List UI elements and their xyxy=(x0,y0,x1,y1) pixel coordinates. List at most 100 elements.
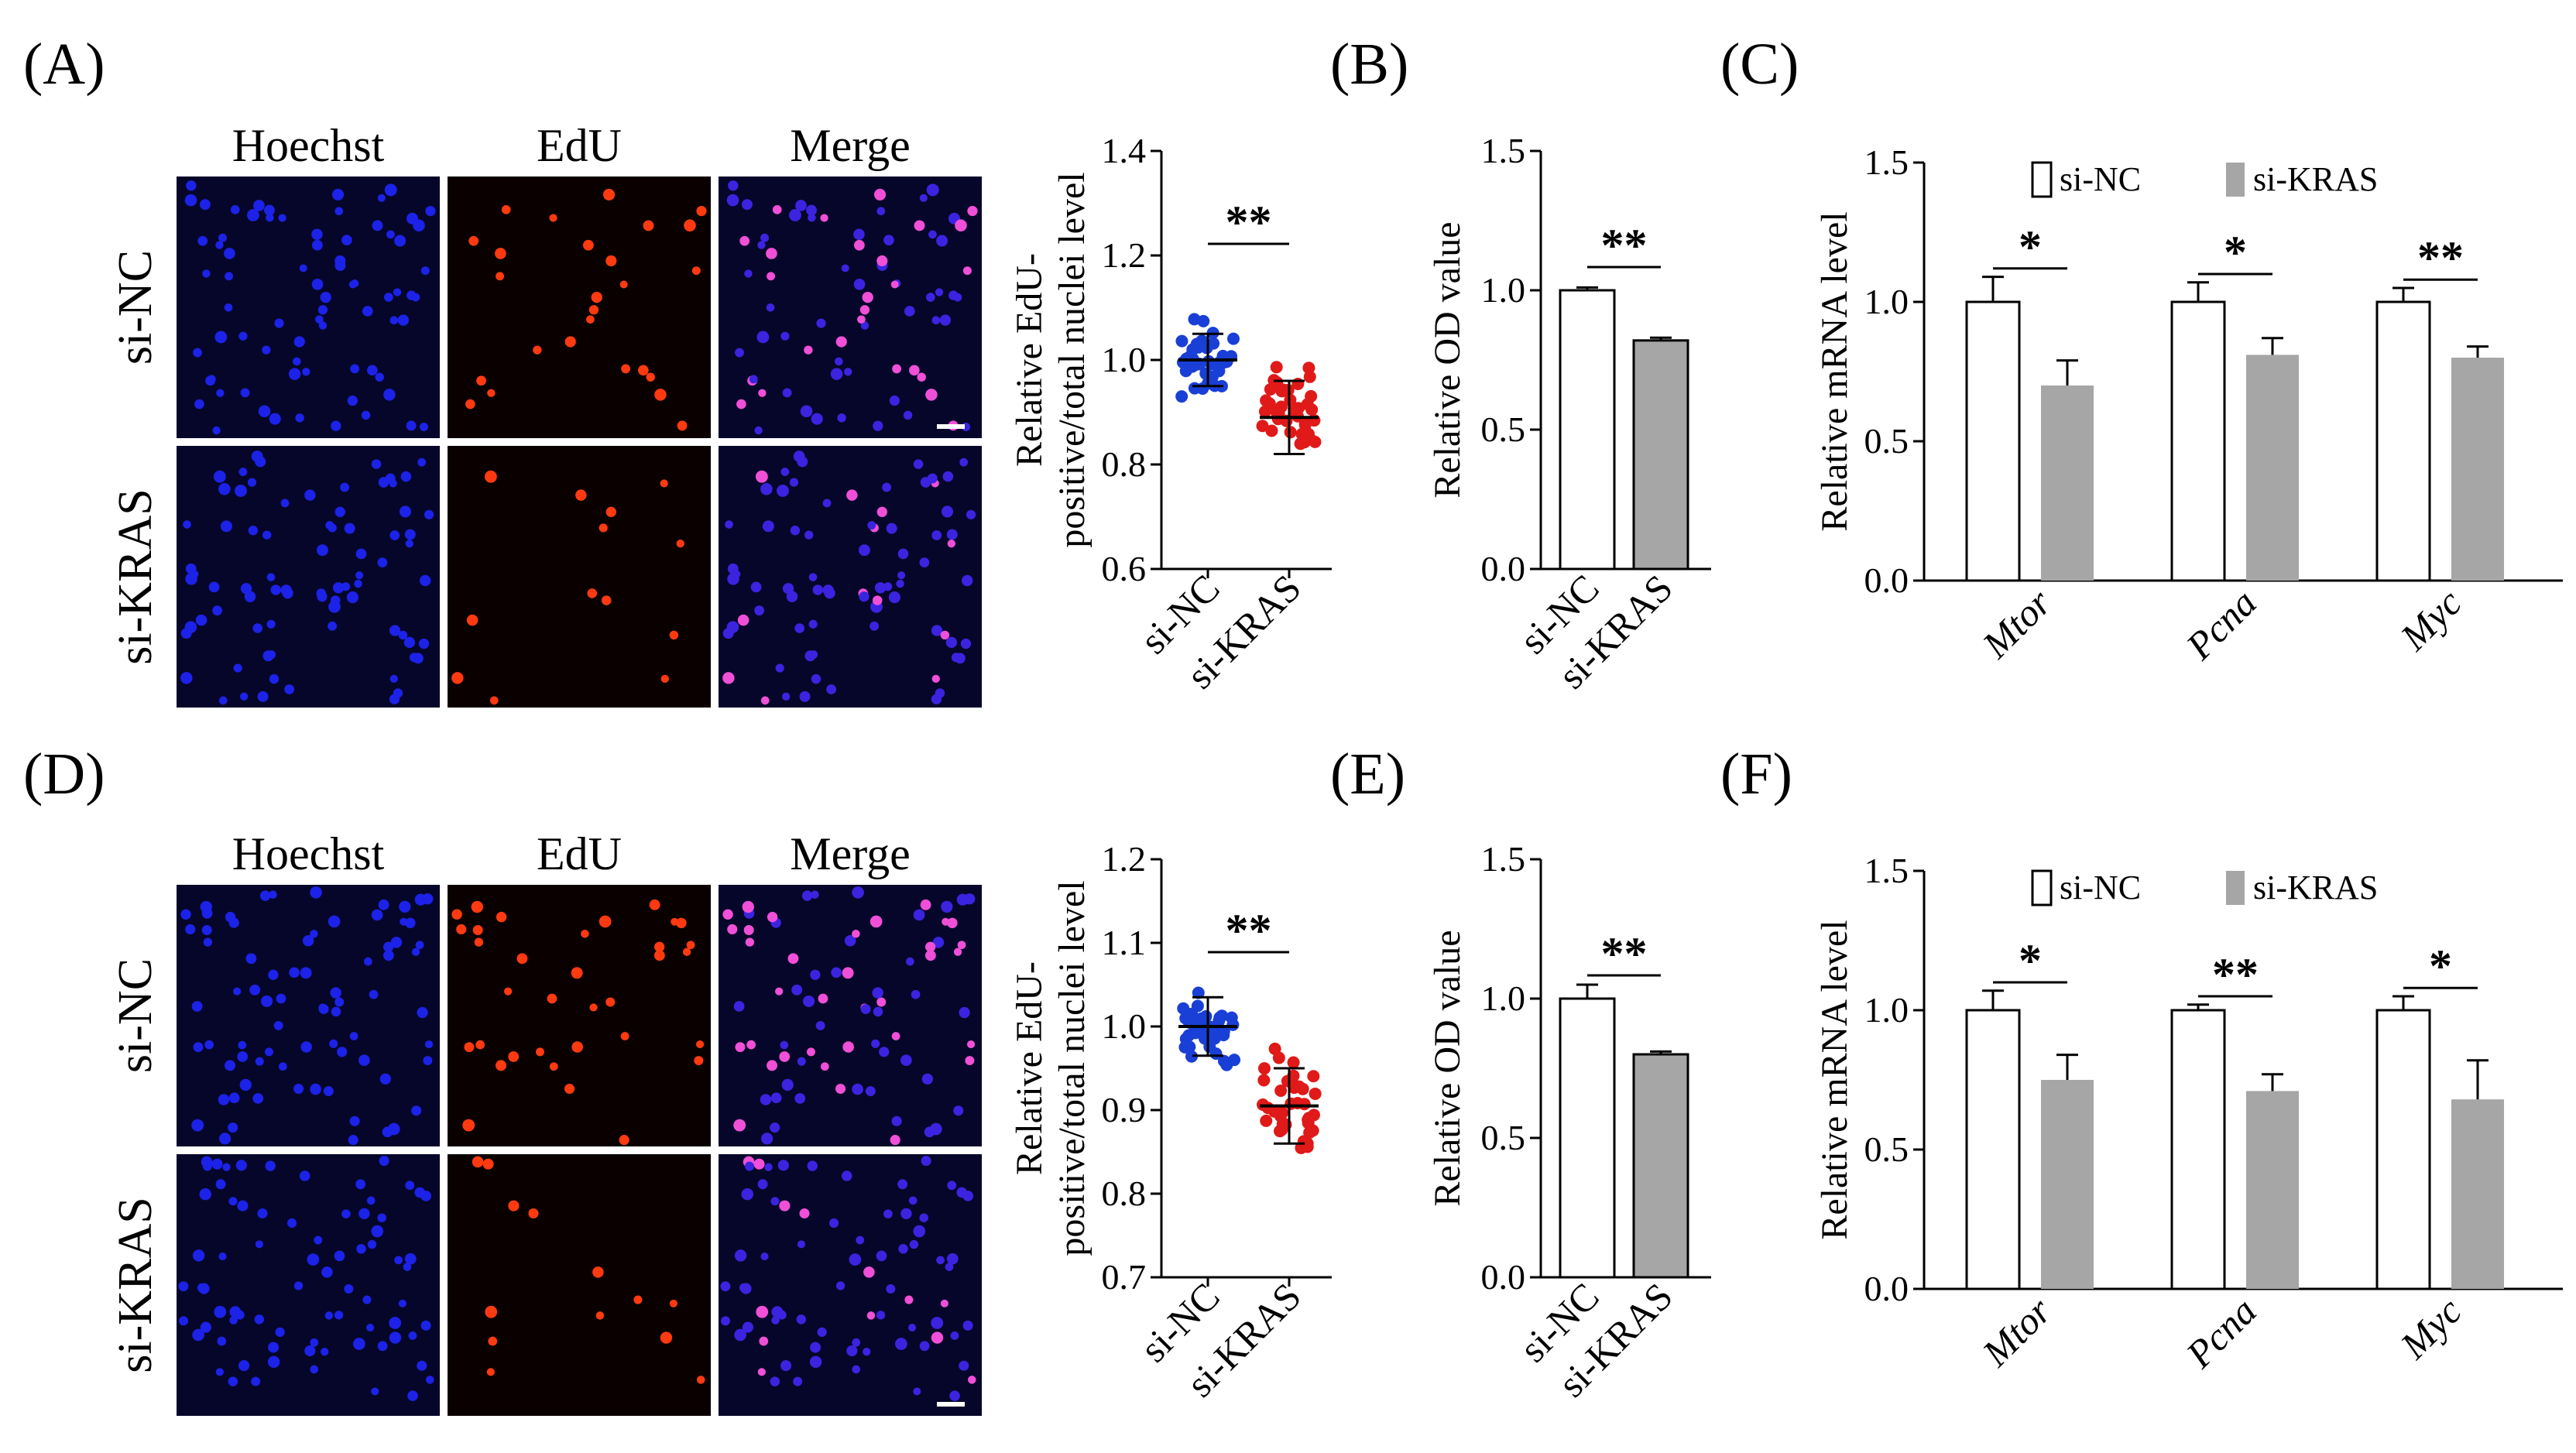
scatter-point-si-kras xyxy=(1275,1123,1288,1136)
nucleus-merge xyxy=(725,520,733,529)
y-tick-label: 0.0 xyxy=(1864,1269,1909,1308)
nucleus-blue xyxy=(233,987,242,996)
nucleus-blue xyxy=(366,1196,376,1205)
nucleus-merge xyxy=(948,290,959,300)
nucleus-blue xyxy=(400,471,412,482)
scatter-point-si-nc xyxy=(1226,1018,1240,1031)
nucleus-blue xyxy=(207,375,216,384)
nucleus-blue xyxy=(264,204,275,216)
nucleus-blue xyxy=(228,1122,238,1133)
nucleus-merge xyxy=(867,521,876,529)
nucleus-merge xyxy=(767,272,776,281)
nucleus-blue xyxy=(382,1126,393,1138)
micrograph-tile xyxy=(448,1154,711,1416)
significance-marker: * xyxy=(2429,941,2452,992)
nucleus-red xyxy=(504,987,513,996)
nucleus-merge xyxy=(876,255,888,267)
nucleus-merge xyxy=(876,1311,886,1320)
nucleus-merge xyxy=(744,1161,754,1171)
nucleus-merge xyxy=(779,1200,791,1211)
nucleus-blue xyxy=(228,1376,238,1386)
nucleus-merge xyxy=(904,306,915,317)
nucleus-merge xyxy=(859,305,870,315)
nucleus-blue xyxy=(355,548,367,560)
nucleus-blue xyxy=(310,930,318,938)
nucleus-red xyxy=(601,595,612,605)
nucleus-blue xyxy=(340,482,350,492)
panel-label-e: (E) xyxy=(1330,742,1405,807)
scatter-point-si-kras xyxy=(1302,362,1315,375)
nucleus-blue xyxy=(228,1197,238,1206)
nucleus-red xyxy=(475,1040,485,1050)
nucleus-merge xyxy=(782,583,794,595)
nucleus-blue xyxy=(397,314,410,326)
micrograph-tile xyxy=(177,885,440,1146)
nucleus-blue xyxy=(383,389,396,401)
nucleus-blue xyxy=(268,969,279,980)
nucleus-merge xyxy=(809,1355,822,1369)
nucleus-red xyxy=(487,389,496,397)
nucleus-merge xyxy=(876,506,887,517)
nucleus-merge xyxy=(766,303,775,312)
nucleus-blue xyxy=(382,950,394,961)
nucleus-blue xyxy=(403,636,416,649)
y-tick-label: 0.6 xyxy=(1102,549,1147,588)
nucleus-merge xyxy=(959,1360,969,1371)
nucleus-merge xyxy=(959,1006,970,1019)
scatter-point-si-kras xyxy=(1265,424,1278,437)
nucleus-merge xyxy=(870,621,880,631)
nucleus-red xyxy=(476,375,486,386)
nucleus-blue xyxy=(423,1056,433,1066)
nucleus-merge xyxy=(779,1051,791,1062)
nucleus-merge xyxy=(760,233,770,242)
y-tick-label: 1.5 xyxy=(1864,851,1909,890)
nucleus-blue xyxy=(407,1390,418,1401)
significance-marker: ** xyxy=(2212,949,2259,1000)
nucleus-blue xyxy=(262,345,271,355)
nucleus-blue xyxy=(318,1004,329,1015)
scatter-point-si-kras xyxy=(1284,426,1297,439)
nucleus-blue xyxy=(275,1327,285,1337)
nucleus-merge xyxy=(804,345,813,355)
nucleus-red xyxy=(528,1208,539,1219)
nucleus-merge xyxy=(756,1305,769,1318)
nucleus-blue xyxy=(240,388,250,398)
nucleus-blue xyxy=(334,506,345,517)
nucleus-merge xyxy=(720,1316,731,1326)
nucleus-blue xyxy=(311,278,324,290)
nucleus-blue xyxy=(216,389,225,397)
nucleus-merge xyxy=(935,688,945,698)
scatter-point-si-kras xyxy=(1260,394,1273,407)
y-tick-label: 1.5 xyxy=(1481,839,1526,879)
nucleus-merge xyxy=(789,209,801,221)
nucleus-red xyxy=(660,479,668,488)
nucleus-merge xyxy=(886,1284,896,1294)
nucleus-blue xyxy=(394,1256,403,1265)
nucleus-red xyxy=(595,1311,605,1320)
scatter-point-si-nc xyxy=(1227,332,1240,345)
nucleus-blue xyxy=(332,582,345,594)
nucleus-blue xyxy=(331,188,345,200)
nucleus-merge xyxy=(812,584,823,595)
nucleus-blue xyxy=(299,1170,310,1181)
nucleus-blue xyxy=(400,917,408,926)
nucleus-blue xyxy=(348,280,357,289)
nucleus-red xyxy=(547,993,557,1004)
y-tick-label: 0.0 xyxy=(1864,560,1909,600)
scatter-point-si-nc xyxy=(1177,1002,1190,1015)
legend-swatch-si-kras xyxy=(2226,163,2245,197)
nucleus-merge xyxy=(860,321,870,330)
nucleus-blue xyxy=(284,684,295,694)
nucleus-blue xyxy=(213,470,226,483)
micrograph-column-title-hoechst: Hoechst xyxy=(232,120,385,171)
y-tick-label: 1.2 xyxy=(1102,235,1147,275)
nucleus-blue xyxy=(405,917,416,929)
nucleus-blue xyxy=(375,372,384,382)
nucleus-blue xyxy=(337,1047,348,1057)
nucleus-red xyxy=(489,696,499,705)
nucleus-blue xyxy=(192,1328,204,1342)
nucleus-blue xyxy=(355,571,364,580)
nucleus-merge xyxy=(841,264,849,272)
